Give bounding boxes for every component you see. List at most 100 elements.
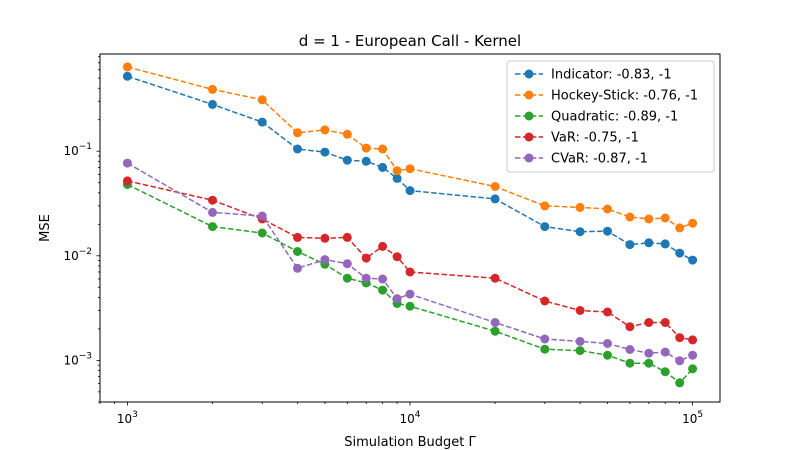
data-point [575, 346, 585, 356]
data-point [644, 238, 654, 248]
data-point [320, 125, 330, 135]
data-point [540, 334, 550, 344]
tick-label: 103 [117, 410, 138, 426]
tick-label: 105 [682, 410, 703, 426]
data-point [490, 326, 500, 336]
legend-item: Indicator: -0.83, -1 [515, 68, 672, 83]
data-point [490, 182, 500, 191]
data-point [644, 348, 654, 358]
data-point [688, 364, 698, 374]
data-point [122, 176, 132, 186]
data-point [540, 296, 550, 306]
data-point [490, 318, 500, 327]
legend-marker [524, 153, 534, 163]
data-point [660, 367, 670, 377]
data-point [644, 358, 654, 368]
y-axis-label: MSE [38, 214, 53, 242]
data-point [378, 274, 388, 284]
series-1 [122, 62, 698, 233]
legend-marker [524, 111, 534, 121]
data-point [361, 273, 371, 283]
data-point [405, 289, 415, 299]
data-point [293, 144, 302, 154]
data-point [257, 228, 267, 238]
data-point [405, 186, 415, 196]
data-point [625, 322, 635, 332]
data-point [122, 158, 132, 168]
data-point [603, 226, 612, 236]
data-point [208, 84, 217, 94]
chart-title: d = 1 - European Call - Kernel [299, 32, 521, 50]
data-point [293, 232, 302, 242]
data-point [675, 378, 685, 388]
legend-label: Hockey-Stick: -0.76, -1 [551, 89, 698, 104]
data-point [342, 259, 352, 269]
data-point [688, 350, 698, 360]
data-point [361, 156, 371, 166]
legend-marker [524, 132, 534, 142]
data-point [378, 162, 388, 172]
data-point [603, 339, 612, 348]
data-point [660, 347, 670, 357]
tick-label: 10−1 [63, 142, 92, 158]
data-point [208, 207, 217, 217]
x-axis: 103 104 105 [99, 402, 703, 426]
data-point [575, 202, 585, 212]
legend-label: VaR: -0.75, -1 [551, 131, 639, 146]
legend-item: CVaR: -0.87, -1 [515, 152, 648, 167]
data-point [342, 129, 352, 139]
data-point [361, 143, 371, 153]
data-point [392, 294, 402, 304]
data-point [378, 285, 388, 295]
data-point [603, 350, 612, 360]
data-point [122, 71, 132, 81]
data-point [688, 335, 698, 345]
data-point [660, 213, 670, 223]
data-point [603, 204, 612, 214]
data-point [490, 273, 500, 283]
data-point [378, 144, 388, 154]
data-point [675, 333, 685, 343]
data-point [575, 227, 585, 237]
data-point [392, 173, 402, 183]
data-point [625, 345, 635, 354]
data-point [644, 214, 654, 224]
data-point [122, 62, 132, 72]
legend-label: Quadratic: -0.89, -1 [551, 110, 678, 125]
legend-label: CVaR: -0.87, -1 [551, 152, 648, 167]
legend-box [506, 60, 715, 173]
data-point [342, 273, 352, 283]
data-point [257, 95, 267, 105]
legend: Indicator: -0.83, -1 Hockey-Stick: -0.76,… [506, 60, 715, 173]
data-point [575, 336, 585, 346]
data-point [675, 223, 685, 233]
series-2 [122, 180, 698, 388]
data-point [320, 255, 330, 265]
tick-label: 104 [399, 410, 420, 426]
data-point [208, 195, 217, 205]
data-point [675, 248, 685, 258]
data-point [660, 318, 670, 327]
data-point [320, 233, 330, 243]
legend-marker [524, 69, 534, 79]
data-point [257, 211, 267, 221]
data-point [208, 99, 217, 109]
series-3 [122, 176, 698, 345]
data-point [320, 147, 330, 157]
data-point [293, 128, 302, 138]
data-point [490, 194, 500, 204]
data-point [405, 301, 415, 311]
data-point [540, 344, 550, 354]
data-point [293, 247, 302, 256]
data-point [405, 267, 415, 277]
legend-item: Quadratic: -0.89, -1 [515, 110, 678, 125]
series-4 [122, 158, 698, 366]
legend-item: VaR: -0.75, -1 [515, 131, 639, 146]
data-point [540, 222, 550, 232]
data-point [540, 201, 550, 211]
data-point [392, 252, 402, 262]
data-point [603, 307, 612, 317]
data-point [644, 318, 654, 327]
data-point [405, 164, 415, 174]
data-point [625, 358, 635, 368]
